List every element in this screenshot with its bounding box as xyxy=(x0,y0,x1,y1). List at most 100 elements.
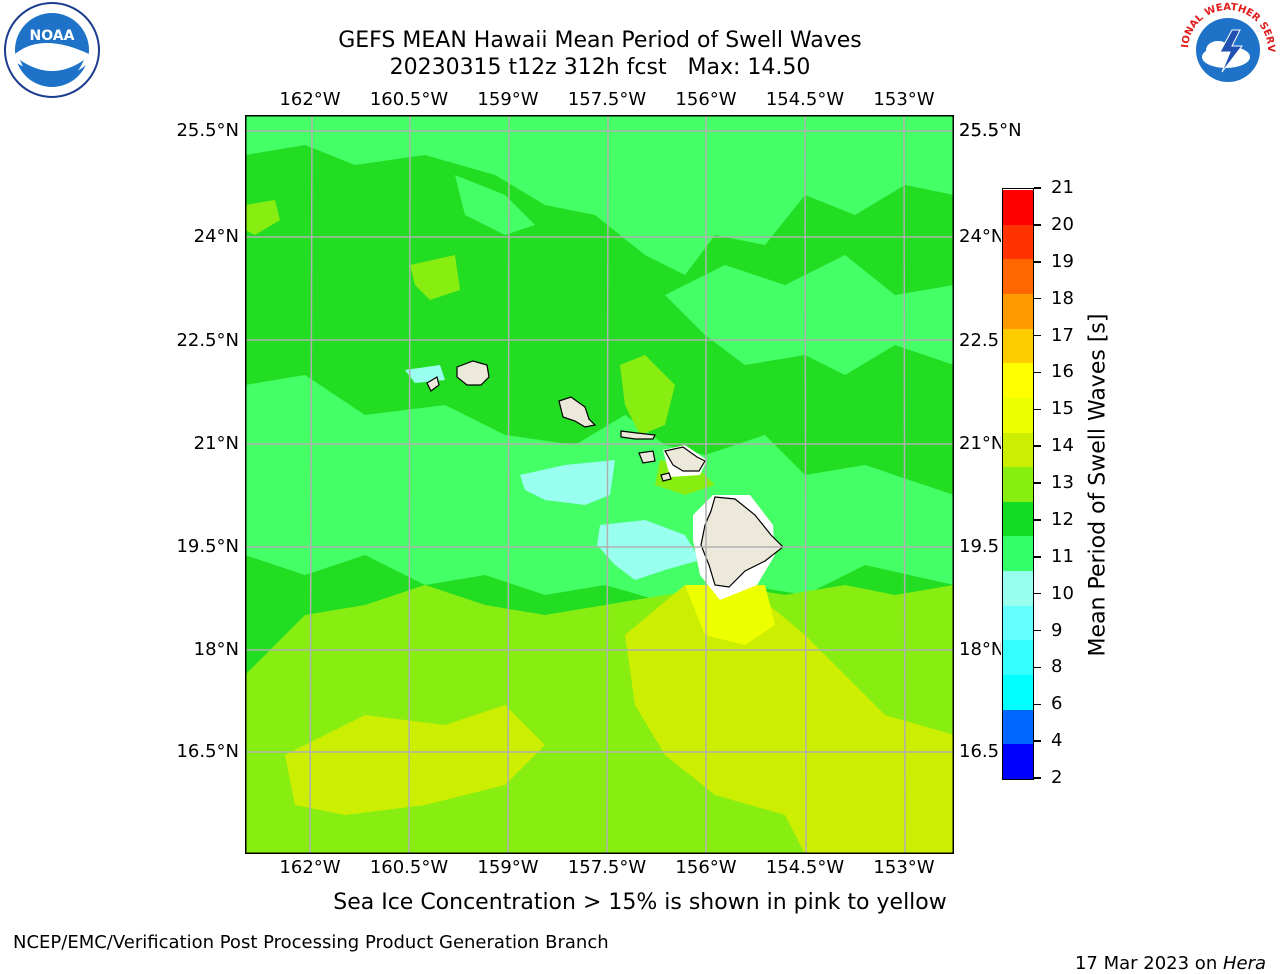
colorbar-tick-mark xyxy=(1034,445,1041,447)
colorbar-tick-mark xyxy=(1034,592,1041,595)
colorbar-label: Mean Period of Swell Waves [s] xyxy=(1085,313,1111,657)
colorbar-tick-mark xyxy=(1034,297,1041,300)
lat-label-right: 24°N xyxy=(959,226,1001,247)
colorbar-tick-label: 21 xyxy=(1051,177,1074,198)
colorbar-tick-mark xyxy=(1034,187,1041,189)
colorbar-tick-label: 15 xyxy=(1051,398,1074,420)
island-kauai xyxy=(456,360,490,386)
colorbar xyxy=(1002,188,1034,780)
footer-right: 17 Mar 2023 on Hera xyxy=(1064,932,1266,974)
lat-label-right: 22.5°N xyxy=(959,330,1001,351)
colorbar-tick-label: 6 xyxy=(1051,693,1063,715)
colorbar-segment xyxy=(1003,674,1033,710)
colorbar-tick-label: 9 xyxy=(1051,619,1063,641)
lon-label-bottom: 162°W xyxy=(279,857,341,878)
colorbar-tick-label: 12 xyxy=(1051,508,1074,530)
nws-logo: NATIONAL WEATHER SERVICE xyxy=(1178,2,1278,102)
lat-label-right: 21°N xyxy=(959,433,1001,454)
island-maui xyxy=(664,446,706,472)
footer-left: NCEP/EMC/Verification Post Processing Pr… xyxy=(13,932,609,953)
lon-label-top: 157.5°W xyxy=(567,89,647,110)
svg-text:NOAA: NOAA xyxy=(30,28,75,44)
colorbar-tick-label: 20 xyxy=(1051,213,1074,235)
lon-label-bottom: 160.5°W xyxy=(369,857,449,878)
chart-title: GEFS MEAN Hawaii Mean Period of Swell Wa… xyxy=(338,28,862,53)
field-yellow-c xyxy=(685,585,775,645)
map-frame xyxy=(245,115,954,854)
colorbar-segment xyxy=(1003,570,1033,606)
lat-labels-right-clip: 25.5°N 24°N 22.5°N 21°N 19.5°N 18°N 16.5… xyxy=(957,115,1001,854)
colorbar-segment xyxy=(1003,258,1033,294)
colorbar-tick-label: 2 xyxy=(1051,767,1063,788)
field-cyan-a xyxy=(520,460,615,505)
colorbar-segment xyxy=(1003,709,1033,745)
colorbar-tick-mark xyxy=(1034,777,1041,779)
lat-label-left: 22.5°N xyxy=(176,330,239,351)
colorbar-segment xyxy=(1003,466,1033,502)
island-molokai xyxy=(620,430,656,440)
colorbar-tick-mark xyxy=(1034,629,1041,632)
lon-label-top: 153°W xyxy=(873,89,935,110)
footer-date: 17 Mar 2023 on xyxy=(1074,953,1223,974)
colorbar-tick-label: 18 xyxy=(1051,287,1074,309)
lat-label-left: 25.5°N xyxy=(176,120,239,141)
lat-label-right: 19.5°N xyxy=(959,536,1001,557)
colorbar-tick-mark xyxy=(1034,224,1041,226)
lon-label-bottom: 156°W xyxy=(675,857,737,878)
colorbar-segment xyxy=(1003,293,1033,329)
field-cyan-b xyxy=(597,520,700,580)
colorbar-tick-mark xyxy=(1034,482,1041,484)
lon-label-bottom: 154.5°W xyxy=(765,857,845,878)
lat-label-left: 24°N xyxy=(193,226,239,247)
colorbar-segment xyxy=(1003,535,1033,572)
colorbar-tick-label: 16 xyxy=(1051,361,1074,383)
footer-host: Hera xyxy=(1222,953,1266,974)
colorbar-tick-label: 14 xyxy=(1051,435,1074,457)
colorbar-tick-mark xyxy=(1034,334,1041,337)
colorbar-tick-label: 19 xyxy=(1051,250,1074,272)
lon-label-top: 154.5°W xyxy=(765,89,845,110)
colorbar-tick-mark xyxy=(1034,408,1041,410)
colorbar-tick-label: 13 xyxy=(1051,472,1074,493)
colorbar-tick-mark xyxy=(1034,519,1041,521)
lat-label-left: 16.5°N xyxy=(176,741,239,762)
colorbar-segment xyxy=(1003,328,1033,364)
graticule xyxy=(245,115,954,854)
colorbar-segment xyxy=(1003,224,1033,260)
lon-label-top: 159°W xyxy=(477,89,539,110)
lat-label-right: 18°N xyxy=(959,639,1001,660)
field-yellow-a xyxy=(285,705,545,815)
colorbar-ticks: 2 4 6 8 9 10 11 12 13 14 15 16 17 18 19 20 21 xyxy=(1034,177,1084,788)
island-oahu xyxy=(558,396,597,428)
lat-label-left: 19.5°N xyxy=(176,536,239,557)
colorbar-segment xyxy=(1003,743,1033,779)
field-yellow-b xyxy=(625,585,954,854)
colorbar-segment xyxy=(1003,501,1033,537)
lat-label-left: 21°N xyxy=(193,433,239,454)
colorbar-tick-label: 4 xyxy=(1051,730,1063,752)
colorbar-segment xyxy=(1003,362,1033,398)
colorbar-segment xyxy=(1003,397,1033,433)
colorbar-tick-label: 10 xyxy=(1051,582,1074,604)
island-hawaii xyxy=(700,496,784,588)
colorbar-tick-label: 8 xyxy=(1051,656,1063,678)
colorbar-tick-mark xyxy=(1034,261,1041,263)
lon-label-bottom: 159°W xyxy=(477,857,539,878)
colorbar-tick-mark xyxy=(1034,371,1041,374)
lon-label-bottom: 157.5°W xyxy=(567,857,647,878)
lat-label-right: 16.5°N xyxy=(959,741,1001,762)
colorbar-segment xyxy=(1003,432,1033,468)
colorbar-tick-mark xyxy=(1034,740,1041,742)
lon-label-top: 156°W xyxy=(675,89,737,110)
field-north-c xyxy=(455,175,535,235)
map-panel xyxy=(245,115,954,854)
noaa-logo: NOAA xyxy=(2,2,102,102)
chart-subtitle: 20230315 t12z 312h fcst Max: 14.50 xyxy=(389,55,811,80)
lon-label-bottom: 153°W xyxy=(873,857,935,878)
island-lanai xyxy=(638,450,656,464)
lat-label-right: 25.5°N xyxy=(959,120,1001,141)
field-north-b xyxy=(665,255,954,375)
colorbar-tick-mark xyxy=(1034,666,1041,669)
field-yg-north-b xyxy=(245,200,280,235)
field-yg-north-a xyxy=(410,255,460,300)
